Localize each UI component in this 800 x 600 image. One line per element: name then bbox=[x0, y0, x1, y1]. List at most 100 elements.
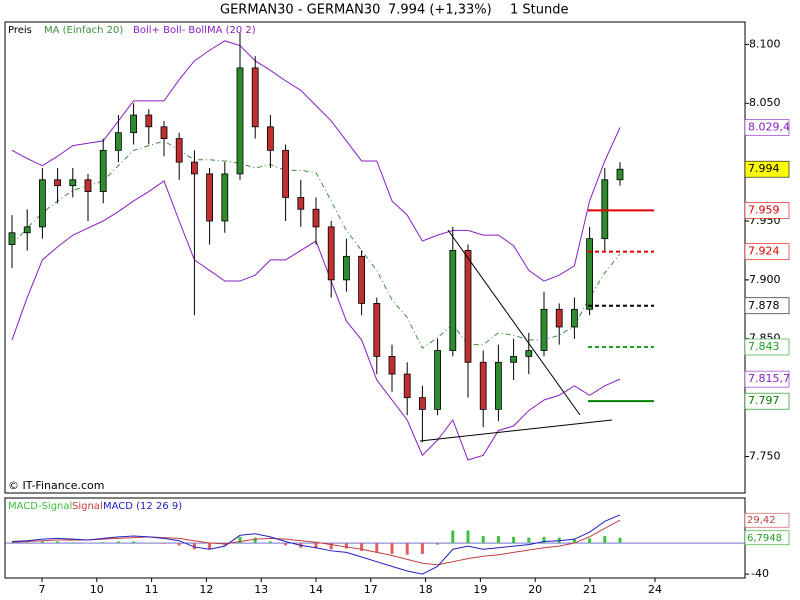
histogram-bar bbox=[25, 542, 29, 544]
x-tick-label: 11 bbox=[145, 583, 159, 596]
histogram-bar bbox=[603, 536, 607, 544]
candle-body bbox=[388, 356, 396, 375]
candle-body bbox=[206, 173, 214, 222]
candle-body bbox=[145, 114, 153, 128]
x-tick-label: 12 bbox=[199, 583, 213, 596]
level-label: 7.797 bbox=[748, 394, 780, 407]
legend-macd: MACD (12 26 9) bbox=[103, 501, 182, 512]
histogram-bar bbox=[618, 537, 622, 544]
y-tick-label: 7.900 bbox=[749, 273, 781, 286]
candle-body bbox=[282, 149, 290, 198]
interval: 1 Stunde bbox=[510, 3, 568, 18]
candle-body bbox=[434, 350, 442, 410]
histogram-bar bbox=[56, 541, 60, 544]
price-box bbox=[744, 119, 790, 136]
histogram-bar bbox=[481, 536, 485, 544]
histogram-bar bbox=[588, 538, 592, 544]
candle-body bbox=[266, 126, 274, 151]
x-tick-label: 17 bbox=[364, 583, 378, 596]
candle-body bbox=[358, 255, 366, 304]
candle-body bbox=[327, 226, 335, 281]
candle-body bbox=[54, 179, 61, 187]
histogram-bar bbox=[268, 541, 272, 544]
histogram-bar bbox=[177, 543, 181, 546]
level-box bbox=[744, 392, 790, 410]
histogram-bar bbox=[238, 536, 242, 544]
histogram-bar bbox=[162, 543, 166, 544]
candle-body bbox=[39, 179, 46, 228]
x-tick-label: 14 bbox=[309, 583, 323, 596]
legend-hist: MACD-Signal bbox=[8, 501, 72, 512]
candle-body bbox=[342, 255, 350, 281]
histogram-bar bbox=[208, 543, 212, 550]
level-label: 7.878 bbox=[748, 299, 780, 312]
candle-body bbox=[571, 308, 578, 328]
histogram-bar bbox=[284, 543, 288, 546]
level-label: 7.843 bbox=[748, 340, 780, 353]
x-tick-label: 10 bbox=[90, 583, 104, 596]
trend-line bbox=[419, 419, 613, 442]
histogram-bar bbox=[314, 543, 318, 549]
histogram-bar bbox=[344, 543, 348, 549]
histogram-bar bbox=[572, 539, 576, 544]
candle-body bbox=[236, 67, 244, 175]
candle-body bbox=[115, 132, 122, 151]
candle-body bbox=[69, 179, 77, 187]
histogram-bar bbox=[147, 543, 151, 544]
band-upper bbox=[11, 40, 621, 282]
price-label: 7.994 bbox=[748, 162, 780, 175]
level-box bbox=[744, 297, 790, 315]
ma-line bbox=[11, 140, 621, 349]
histogram-bar bbox=[542, 536, 546, 544]
histogram-bar bbox=[405, 543, 409, 555]
price-label: 8.029,4 bbox=[748, 121, 790, 134]
y-tick-label: 8.050 bbox=[749, 96, 781, 109]
histogram-bar bbox=[192, 543, 196, 550]
marker-box bbox=[744, 530, 790, 546]
candle-body bbox=[494, 361, 502, 410]
legend-signal: Signal bbox=[72, 501, 103, 512]
histogram-bar bbox=[390, 543, 394, 554]
x-tick-label: 21 bbox=[583, 583, 597, 596]
candle-body bbox=[479, 361, 487, 410]
histogram-bar bbox=[360, 543, 364, 551]
price-box bbox=[744, 160, 790, 178]
price-box bbox=[744, 370, 790, 388]
histogram-bar bbox=[116, 541, 120, 544]
candle-body bbox=[84, 179, 92, 192]
level-box bbox=[744, 338, 790, 356]
credit: © IT-Finance.com bbox=[8, 479, 105, 492]
level-box bbox=[744, 202, 790, 219]
candle-body bbox=[555, 308, 563, 328]
candle-body bbox=[160, 126, 168, 139]
macd-line bbox=[11, 519, 621, 566]
candle-body bbox=[23, 226, 31, 234]
candle-body bbox=[8, 232, 16, 245]
histogram-bar bbox=[101, 542, 105, 544]
candle-body bbox=[601, 179, 609, 240]
histogram-bar bbox=[420, 543, 424, 554]
candle-body bbox=[130, 114, 138, 134]
candle-body bbox=[190, 161, 198, 175]
candle-body bbox=[403, 373, 411, 399]
y-tick-label: -40 bbox=[751, 567, 769, 580]
price-label: 7.815,7 bbox=[748, 372, 790, 385]
histogram-bar bbox=[253, 537, 257, 544]
candle-body bbox=[449, 250, 457, 351]
chart-title: GERMAN30 - GERMAN30 bbox=[220, 3, 380, 18]
histogram-bar bbox=[512, 536, 516, 544]
histogram-bar bbox=[451, 530, 455, 544]
histogram-bar bbox=[466, 530, 470, 544]
x-tick-label: 7 bbox=[39, 583, 46, 596]
histogram-bar bbox=[132, 541, 136, 544]
legend-candles: Preis bbox=[8, 25, 32, 36]
trend-line bbox=[447, 229, 581, 416]
candle-body bbox=[418, 397, 426, 410]
histogram-bar bbox=[496, 536, 500, 544]
x-tick-label: 20 bbox=[528, 583, 542, 596]
level-box bbox=[744, 243, 790, 260]
candle-body bbox=[175, 138, 183, 163]
price-layer: 8.1008.0507.9507.9007.8507.7507.9597.924… bbox=[5, 32, 790, 596]
